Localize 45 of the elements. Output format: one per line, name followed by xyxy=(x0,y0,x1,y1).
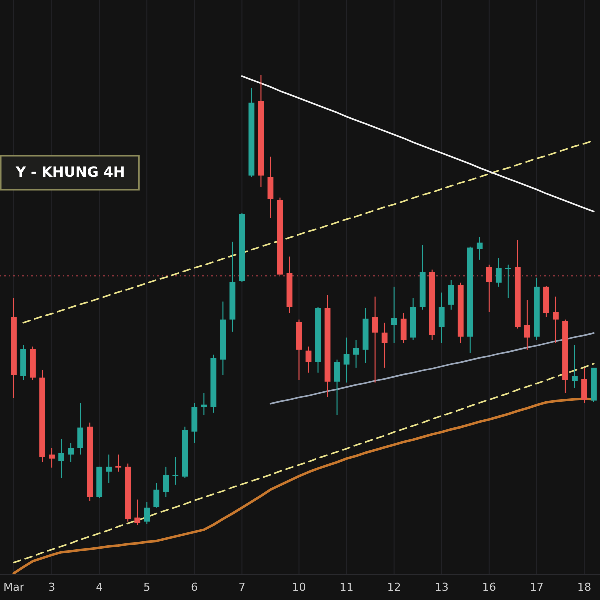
x-tick-label: 12 xyxy=(387,581,402,594)
x-tick-label: 3 xyxy=(48,581,56,594)
candlestick xyxy=(106,454,112,484)
candlestick xyxy=(49,448,55,468)
x-tick-label: 16 xyxy=(482,581,496,594)
candlestick xyxy=(553,296,559,344)
x-tick-label: 13 xyxy=(434,581,449,594)
candlestick xyxy=(496,258,502,288)
candlestick xyxy=(334,359,340,416)
x-tick-label: 5 xyxy=(144,581,151,594)
x-tick-label: 6 xyxy=(191,581,198,594)
candlestick xyxy=(372,296,378,384)
candlestick xyxy=(172,456,179,486)
candlestick xyxy=(68,442,74,462)
candlestick xyxy=(382,322,388,368)
candlestick xyxy=(486,264,492,313)
candlestick xyxy=(582,367,588,404)
x-tick-label: 18 xyxy=(577,581,592,594)
candlestick xyxy=(391,286,398,344)
x-tick-label: 10 xyxy=(292,581,306,594)
candlestick xyxy=(163,466,170,498)
candlestick xyxy=(438,292,445,344)
candlestick xyxy=(448,280,454,310)
candlestick xyxy=(400,312,407,344)
candlestick xyxy=(524,300,530,350)
candlestick xyxy=(154,482,160,508)
x-tick-label: 7 xyxy=(238,581,246,594)
x-tick-label: Mar xyxy=(4,581,25,594)
candlestick xyxy=(306,346,312,374)
candlestick xyxy=(201,392,208,416)
candlestick xyxy=(476,236,483,260)
candlestick xyxy=(505,264,512,299)
candlestick xyxy=(116,454,122,472)
candlestick xyxy=(134,499,141,526)
text: Y - KHUNG 4H xyxy=(15,165,126,181)
x-tick-label: 4 xyxy=(96,581,104,594)
candlestick xyxy=(144,502,150,525)
candlestick xyxy=(344,337,350,384)
candlestick xyxy=(268,156,274,219)
candlestick xyxy=(572,344,578,389)
candlestick xyxy=(78,402,84,456)
candlestick xyxy=(353,340,360,368)
x-tick-label: 11 xyxy=(340,581,354,594)
x-tick-label: 17 xyxy=(530,581,544,594)
candlestick xyxy=(58,438,64,479)
